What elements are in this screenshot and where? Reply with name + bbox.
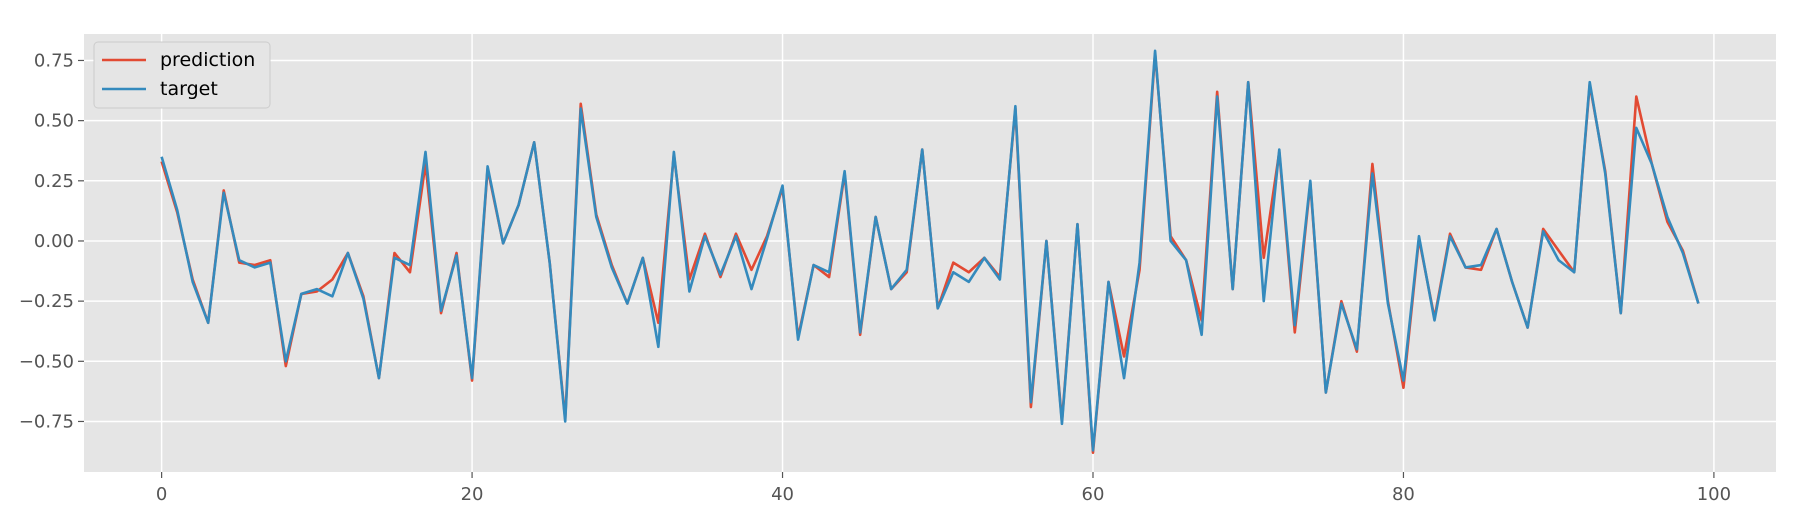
y-tick-label: 0.25 xyxy=(34,171,74,192)
y-tick-label: 0.00 xyxy=(34,231,74,252)
legend-label-target: target xyxy=(160,78,218,100)
plot-area xyxy=(84,34,1776,472)
y-tick-label: −0.75 xyxy=(19,411,74,432)
legend-label-prediction: prediction xyxy=(160,49,255,71)
y-tick-label: −0.50 xyxy=(19,351,74,372)
y-tick-label: 0.75 xyxy=(34,50,74,71)
y-tick-label: 0.50 xyxy=(34,111,74,132)
legend: prediction target xyxy=(93,41,271,109)
y-tick-label: −0.25 xyxy=(19,291,74,312)
x-tick-label: 40 xyxy=(771,484,794,505)
x-tick-label: 80 xyxy=(1392,484,1415,505)
x-axis-ticks: 0 20 40 60 80 100 xyxy=(156,472,1731,505)
series-line-target xyxy=(160,49,1700,452)
series-lines xyxy=(160,49,1700,455)
x-tick-label: 100 xyxy=(1697,484,1731,505)
legend-box xyxy=(93,41,271,109)
grid-lines xyxy=(84,34,1776,472)
x-tick-label: 60 xyxy=(1082,484,1105,505)
x-tick-label: 20 xyxy=(461,484,484,505)
y-axis-ticks: 0.75 0.50 0.25 0.00 −0.25 −0.50 −0.75 xyxy=(19,50,84,432)
x-tick-label: 0 xyxy=(156,484,167,505)
